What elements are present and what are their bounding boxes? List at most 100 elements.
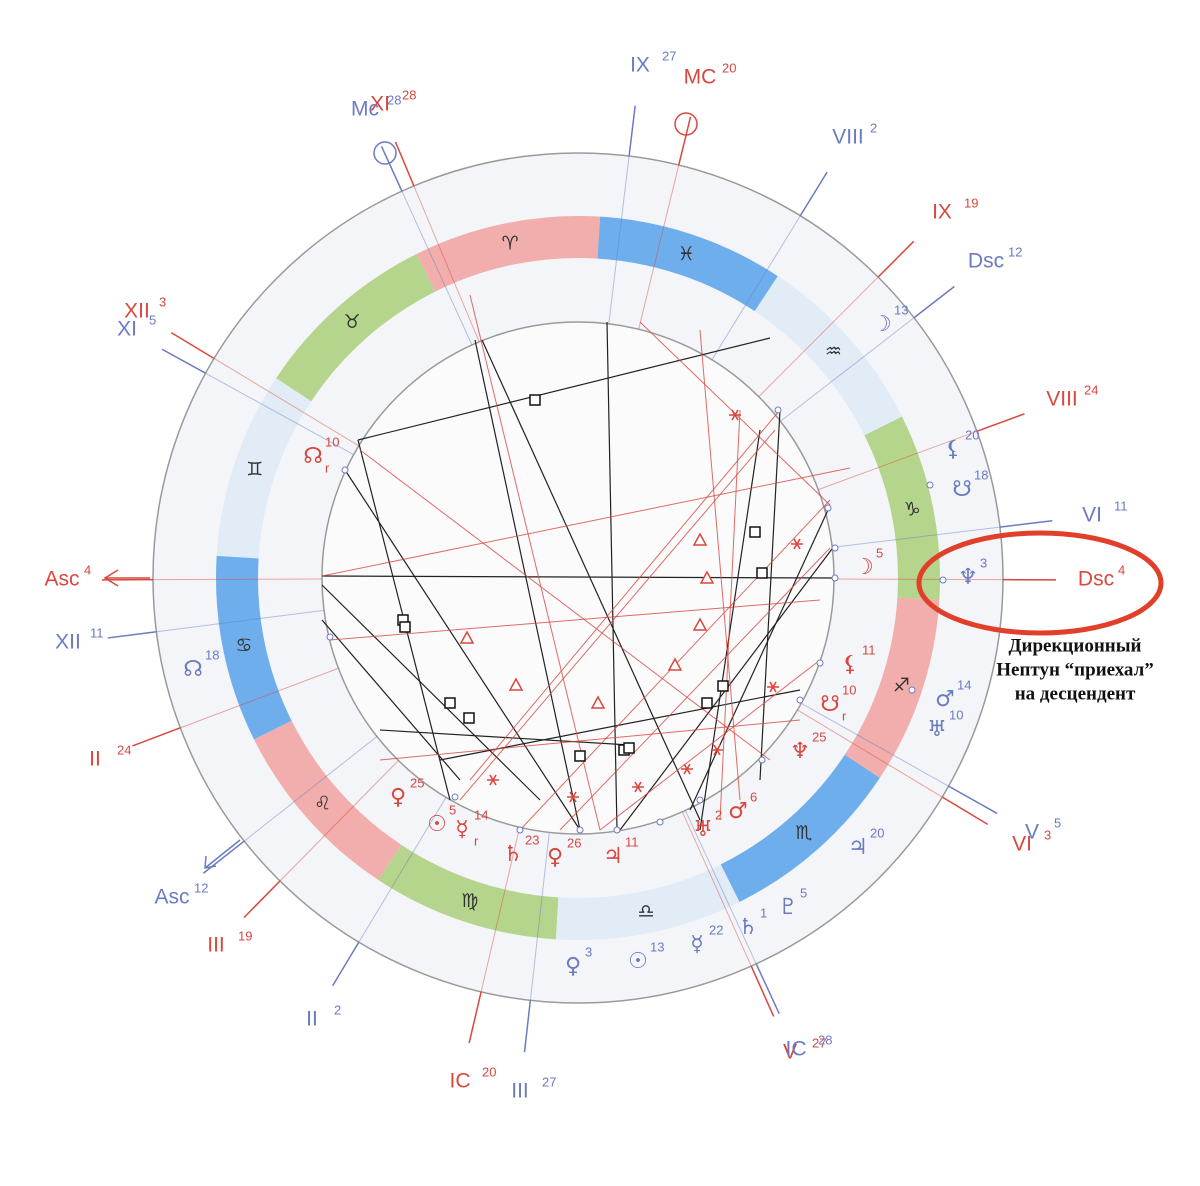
house-degree: 24: [117, 742, 131, 757]
house-label: Mc: [351, 98, 379, 121]
house-degree: 27: [542, 1074, 556, 1089]
mc-marker: [675, 113, 697, 135]
house-label: XI: [117, 318, 137, 341]
planet-degree: 11: [862, 642, 876, 657]
house-degree: 28: [818, 1032, 832, 1047]
square-aspect: [445, 698, 455, 708]
house-cusp: [942, 797, 988, 824]
planet-glyph: ♄: [738, 915, 758, 940]
planet-degree: 20: [870, 825, 884, 840]
house-cusp: [162, 349, 206, 373]
square-aspect: [757, 568, 767, 578]
house-label: III: [207, 934, 225, 957]
planet-glyph: ☿: [455, 817, 469, 842]
planet-glyph: ♃: [848, 835, 868, 860]
planet-dot: [832, 575, 838, 581]
planet-glyph: ☉: [427, 812, 447, 837]
planet-dot: [517, 827, 523, 833]
house-degree: 4: [84, 562, 91, 577]
house-label: IC: [450, 1070, 471, 1093]
planet-dot: [452, 794, 458, 800]
planet-dot: [909, 687, 915, 693]
planet-glyph: ☽: [872, 312, 892, 337]
planet-degree: 18: [974, 467, 988, 482]
house-degree: 11: [90, 625, 104, 640]
planet-glyph: ♆: [790, 739, 810, 764]
house-cusp: [108, 632, 157, 638]
planet-glyph: ☋: [820, 692, 840, 717]
house-label: IX: [932, 201, 952, 224]
house-label: MC: [684, 66, 717, 89]
retrograde-mark: r: [842, 708, 847, 723]
house-cusp: [977, 414, 1025, 431]
house-label: II: [89, 748, 101, 771]
planet-degree: 14: [474, 807, 488, 822]
house-degree: 19: [964, 195, 978, 210]
zodiac-sign: ♈: [501, 232, 518, 254]
zodiac-sign: ♉: [344, 311, 361, 333]
house-label: VIII: [1046, 388, 1078, 411]
house-degree: 12: [1008, 244, 1022, 259]
house-cusp: [469, 992, 481, 1043]
house-label: III: [511, 1080, 529, 1103]
house-cusp: [333, 942, 359, 986]
square-aspect: [400, 622, 410, 632]
planet-dot: [577, 827, 583, 833]
planet-glyph: ♅: [693, 817, 713, 842]
house-cusp: [878, 241, 914, 277]
planet-degree: 10: [842, 682, 856, 697]
asc-arrow: [205, 840, 240, 868]
retrograde-mark: r: [474, 833, 479, 848]
zodiac-sign: ♓: [678, 243, 695, 265]
house-label: VIII: [832, 126, 864, 149]
planet-glyph: ♇: [778, 895, 798, 920]
planet-degree: 5: [800, 885, 807, 900]
zodiac-sign: ♒: [825, 341, 842, 363]
asc-arrow: [105, 570, 150, 586]
house-degree: 3: [1044, 827, 1051, 842]
retrograde-mark: r: [325, 460, 330, 475]
house-label: Dsc: [968, 250, 1004, 273]
planet-degree: 22: [709, 922, 723, 937]
house-cusp: [132, 728, 180, 746]
planet-glyph: ⚸: [945, 437, 961, 462]
square-aspect: [464, 713, 474, 723]
house-cusp: [756, 964, 779, 1014]
planet-glyph: ♂: [728, 799, 748, 824]
house-degree: 12: [194, 880, 208, 895]
house-cusp: [382, 146, 402, 191]
zodiac-sign: ♌: [314, 792, 331, 814]
planet-dot: [614, 827, 620, 833]
house-cusp: [203, 841, 244, 873]
zodiac-sign: ♋: [235, 634, 252, 656]
planet-glyph: ♃: [603, 844, 623, 869]
house-label: Dsc: [1078, 568, 1114, 591]
house-degree: 4: [1118, 562, 1125, 577]
planet-glyph: ♆: [958, 565, 978, 590]
planet-degree: 13: [894, 302, 908, 317]
planet-dot: [797, 697, 803, 703]
house-label: Asc: [154, 886, 189, 909]
zodiac-sign: ♏: [795, 822, 812, 844]
house-degree: 24: [1084, 382, 1098, 397]
planet-dot: [825, 505, 831, 511]
planet-degree: 10: [949, 707, 963, 722]
annotation-line: на десцендент: [1015, 683, 1136, 704]
planet-degree: 26: [567, 835, 581, 850]
zodiac-sign: ♐: [893, 675, 910, 697]
house-label: V: [1025, 821, 1039, 844]
square-aspect: [624, 743, 634, 753]
house-label: II: [306, 1008, 318, 1031]
planet-dot: [940, 577, 946, 583]
house-degree: 28: [387, 92, 401, 107]
chart-base: ♈♉♊♋♌♍♎♏♐♑♒♓: [102, 106, 1056, 1053]
house-cusp: [800, 172, 827, 216]
house-cusp: [629, 106, 635, 156]
planet-degree: 20: [965, 427, 979, 442]
house-cusp: [751, 966, 773, 1016]
square-aspect: [702, 698, 712, 708]
planet-degree: 18: [205, 647, 219, 662]
square-aspect: [718, 681, 728, 691]
